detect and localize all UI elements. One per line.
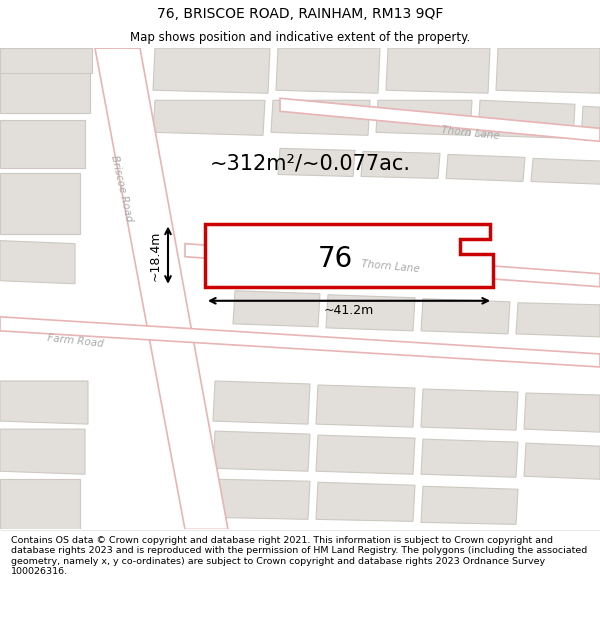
Polygon shape [361,151,440,179]
Polygon shape [0,429,85,474]
Polygon shape [153,48,270,93]
Polygon shape [316,482,415,521]
Polygon shape [280,98,600,141]
Polygon shape [386,48,490,93]
Polygon shape [421,299,510,334]
Polygon shape [421,389,518,430]
Polygon shape [524,443,600,479]
Text: ~41.2m: ~41.2m [324,304,374,318]
Polygon shape [316,385,415,427]
Polygon shape [153,100,265,136]
Polygon shape [185,244,600,287]
Polygon shape [0,48,90,113]
Polygon shape [205,224,493,287]
Text: Farm Road: Farm Road [46,333,104,349]
Polygon shape [0,174,80,234]
Polygon shape [213,431,310,471]
Polygon shape [0,48,92,73]
Text: ~312m²/~0.077ac.: ~312m²/~0.077ac. [209,153,410,173]
Text: Thorn Lane: Thorn Lane [361,259,419,274]
Polygon shape [421,439,518,478]
Polygon shape [524,393,600,432]
Polygon shape [233,291,320,327]
Polygon shape [278,148,355,176]
Polygon shape [213,479,310,519]
Polygon shape [326,295,415,331]
Text: 76: 76 [317,244,353,272]
Polygon shape [531,158,600,184]
Text: Briscoe Road: Briscoe Road [109,154,134,222]
Polygon shape [95,48,228,529]
Polygon shape [0,241,75,284]
Polygon shape [496,48,600,93]
Polygon shape [271,100,370,136]
Polygon shape [0,381,88,424]
Polygon shape [0,479,80,529]
Polygon shape [0,120,85,168]
Text: Thorn Lane: Thorn Lane [440,125,500,141]
Text: ~18.4m: ~18.4m [149,231,161,281]
Polygon shape [478,100,575,138]
Polygon shape [446,154,525,181]
Polygon shape [421,486,518,524]
Polygon shape [276,48,380,93]
Text: 76, BRISCOE ROAD, RAINHAM, RM13 9QF: 76, BRISCOE ROAD, RAINHAM, RM13 9QF [157,8,443,21]
Polygon shape [516,302,600,337]
Polygon shape [581,106,600,141]
Polygon shape [316,435,415,474]
Polygon shape [376,100,472,136]
Polygon shape [213,381,310,424]
Polygon shape [0,317,600,367]
Text: Map shows position and indicative extent of the property.: Map shows position and indicative extent… [130,31,470,44]
Text: Contains OS data © Crown copyright and database right 2021. This information is : Contains OS data © Crown copyright and d… [11,536,587,576]
